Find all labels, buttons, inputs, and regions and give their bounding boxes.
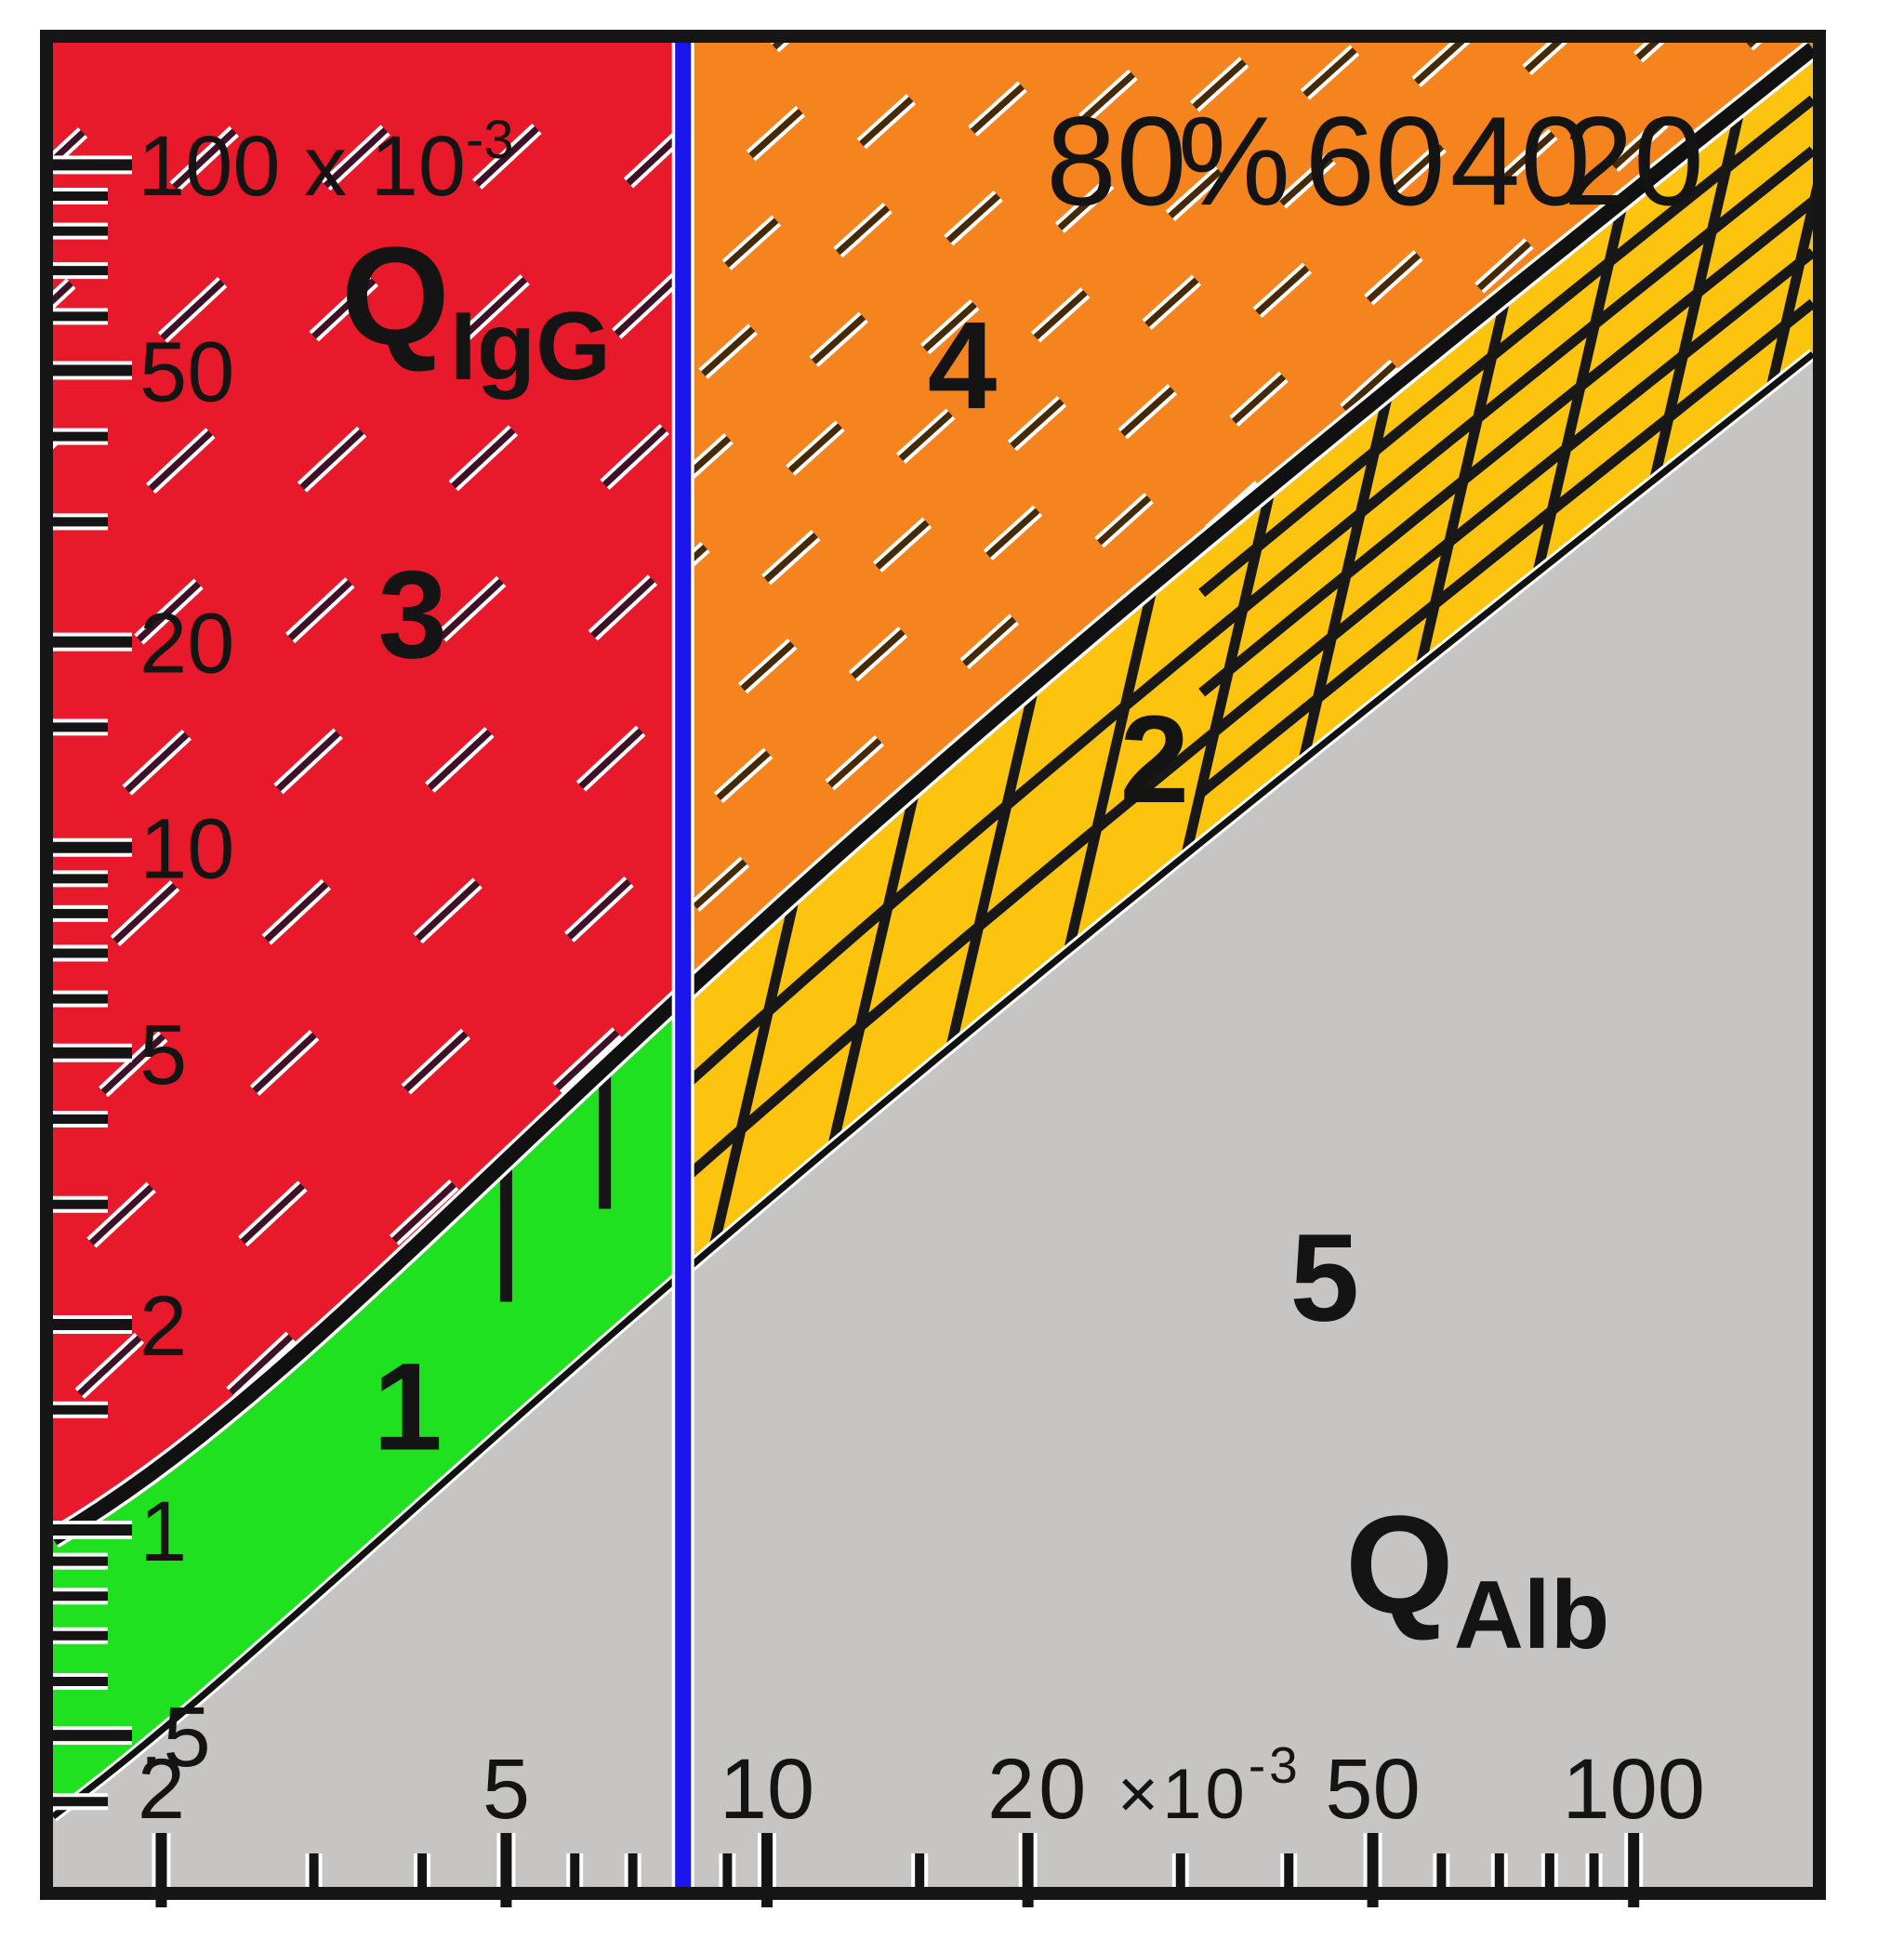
region-4-label: 4 (928, 297, 998, 435)
region-1-label: 1 (373, 1338, 443, 1477)
y-axis-title-sub: IgG (450, 293, 611, 401)
region-2-label: 2 (1120, 691, 1190, 829)
x-exponent-sup: -3 (1249, 1736, 1302, 1794)
layer-titles: 100 x 10-3 20 ×10-3 QIgG QAlb (138, 110, 1609, 1837)
x-tick-label-5: 5 (483, 1742, 530, 1837)
percent-label-sign: % (1178, 90, 1290, 231)
y-exponent-sup: -3 (466, 110, 514, 170)
region-5-label: 5 (1290, 1209, 1360, 1348)
layer-grid (680, 48, 1817, 1273)
percent-label-40: 40 (1450, 90, 1591, 231)
x-axis-title: QAlb (1345, 1486, 1609, 1669)
region-1-fill (53, 995, 683, 1817)
y-exponent-base: 100 x 10 (138, 119, 466, 214)
y-tick-label-.5: .5 (139, 1690, 211, 1785)
x-tick-label-100: 100 (1562, 1742, 1705, 1837)
y-tick-label-2: 2 (139, 1279, 187, 1374)
layer-marks (499, 1072, 612, 1302)
x-tick-label-10: 10 (720, 1742, 814, 1837)
percent-label-60: 60 (1304, 90, 1445, 231)
layer-frame (40, 30, 1826, 1900)
y-axis-title-symbol: Q (341, 218, 450, 374)
percent-label-20: 20 (1564, 90, 1704, 231)
layer-hatch (53, 43, 1814, 1539)
percent-label-80: 80 (1046, 90, 1186, 231)
y-tick-label-5: 5 (139, 1008, 187, 1102)
region-3-label: 3 (378, 546, 448, 684)
x-exponent-pre: 20 (987, 1742, 1117, 1837)
plot-frame (40, 30, 1826, 1900)
region-2-grid-rungs (682, 48, 1814, 1273)
x-tick-label-2: 2 (138, 1742, 185, 1837)
lower-limit-curve (50, 351, 1816, 1820)
y-axis-exponent-label: 100 x 10-3 (138, 110, 514, 214)
y-tick-label-20: 20 (139, 597, 234, 692)
x-axis-title-sub: Alb (1454, 1562, 1610, 1669)
region-4-hatch (682, 43, 1814, 995)
x-tick-label-50: 50 (1325, 1742, 1420, 1837)
x-axis-exponent-label: 20 ×10-3 (987, 1736, 1302, 1837)
upper-limit-curve (48, 43, 1818, 1546)
x-axis-title-symbol: Q (1345, 1486, 1454, 1642)
y-axis-title: QIgG (341, 218, 611, 401)
y-tick-label-1: 1 (139, 1484, 187, 1579)
y-tick-label-10: 10 (139, 802, 234, 897)
layer-curves (46, 40, 1820, 1822)
y-tick-label-50: 50 (139, 324, 234, 419)
region-3-hatch (53, 43, 683, 1539)
x-exponent-mid: ×10 (1117, 1755, 1249, 1834)
